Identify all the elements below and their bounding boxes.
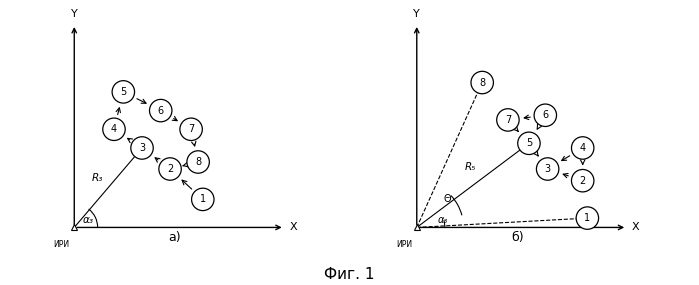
Text: 1: 1 <box>584 213 591 223</box>
Text: 7: 7 <box>188 124 194 134</box>
Circle shape <box>572 170 594 192</box>
Text: 2: 2 <box>579 176 586 186</box>
Text: 6: 6 <box>542 110 549 120</box>
Circle shape <box>112 81 134 103</box>
Text: 8: 8 <box>195 157 201 167</box>
Text: Фиг. 1: Фиг. 1 <box>324 267 375 282</box>
Text: 5: 5 <box>120 87 127 97</box>
Circle shape <box>103 118 125 141</box>
Circle shape <box>534 104 556 127</box>
Circle shape <box>159 158 181 180</box>
Circle shape <box>150 99 172 122</box>
Text: 4: 4 <box>111 124 117 134</box>
Text: 2: 2 <box>167 164 173 174</box>
Circle shape <box>180 118 202 141</box>
Text: X: X <box>289 222 297 233</box>
Circle shape <box>192 188 214 211</box>
Text: 7: 7 <box>505 115 511 125</box>
Text: 5: 5 <box>526 138 532 148</box>
Circle shape <box>572 137 594 159</box>
Text: a): a) <box>168 231 181 244</box>
Text: Y: Y <box>71 9 78 19</box>
Circle shape <box>576 207 598 229</box>
Text: R₃: R₃ <box>92 173 103 183</box>
Text: α₃: α₃ <box>82 215 94 225</box>
Circle shape <box>471 71 493 94</box>
Text: ИРИ: ИРИ <box>396 240 412 249</box>
Circle shape <box>187 151 209 173</box>
Text: 4: 4 <box>579 143 586 153</box>
Text: 8: 8 <box>479 78 485 87</box>
Circle shape <box>131 137 153 159</box>
Text: 3: 3 <box>545 164 551 174</box>
Text: X: X <box>632 222 640 233</box>
Text: 1: 1 <box>200 194 206 204</box>
Circle shape <box>497 109 519 131</box>
Text: Θ: Θ <box>443 194 451 204</box>
Text: Y: Y <box>413 9 420 19</box>
Circle shape <box>518 132 540 154</box>
Text: б): б) <box>511 231 524 244</box>
Text: 3: 3 <box>139 143 145 153</box>
Text: 6: 6 <box>158 105 164 116</box>
Text: ИРИ: ИРИ <box>53 240 70 249</box>
Circle shape <box>536 158 559 180</box>
Text: R₅: R₅ <box>465 162 476 172</box>
Text: α₃: α₃ <box>438 215 447 225</box>
